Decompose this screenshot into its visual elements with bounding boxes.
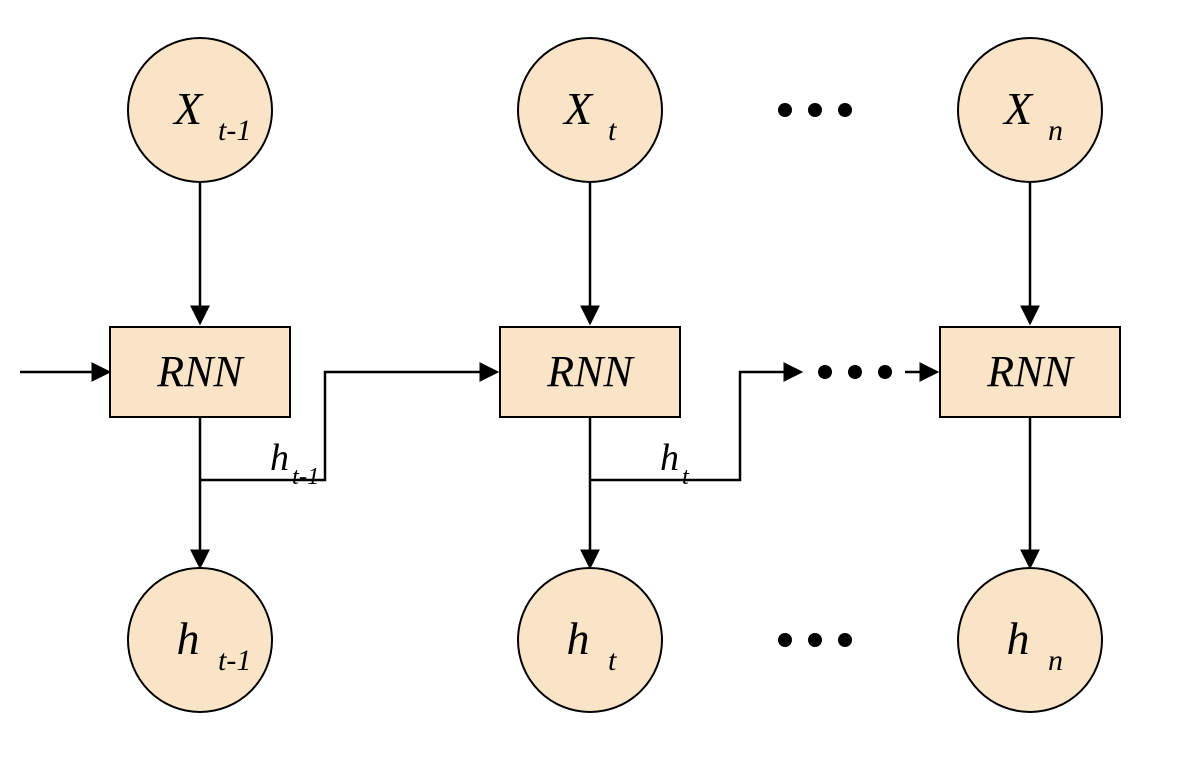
input-node-1-subscript: t [608, 114, 617, 147]
output-node-0-label: h [177, 613, 200, 664]
ellipsis-middle [818, 365, 892, 379]
output-node-2 [958, 568, 1102, 712]
input-node-1-label: X [562, 83, 594, 134]
ellipsis-bottom [778, 633, 852, 647]
output-node-0 [128, 568, 272, 712]
output-node-2-subscript: n [1048, 644, 1063, 677]
input-node-2-label: X [1002, 83, 1034, 134]
output-node-1-subscript: t [608, 644, 617, 677]
rnn-unrolled-diagram: Xt-1RNNht-1ht-1XtRNNhthtXnRNNhn [0, 0, 1188, 769]
input-node-0-label: X [172, 83, 204, 134]
input-node-0-subscript: t-1 [218, 114, 251, 147]
hidden-edge-label-1-subscript: t [682, 463, 690, 490]
input-node-2-subscript: n [1048, 114, 1063, 147]
output-node-0-subscript: t-1 [218, 644, 251, 677]
output-node-1-label: h [567, 613, 590, 664]
rnn-cell-2-label: RNN [986, 347, 1075, 396]
hidden-edge-label-0-subscript: t-1 [292, 463, 319, 490]
rnn-cell-0-label: RNN [156, 347, 245, 396]
rnn-cell-1-label: RNN [546, 347, 635, 396]
hidden-edge-label-1: h [660, 437, 679, 479]
ellipsis-top [778, 103, 852, 117]
output-node-2-label: h [1007, 613, 1030, 664]
output-node-1 [518, 568, 662, 712]
hidden-edge-label-0: h [270, 437, 289, 479]
